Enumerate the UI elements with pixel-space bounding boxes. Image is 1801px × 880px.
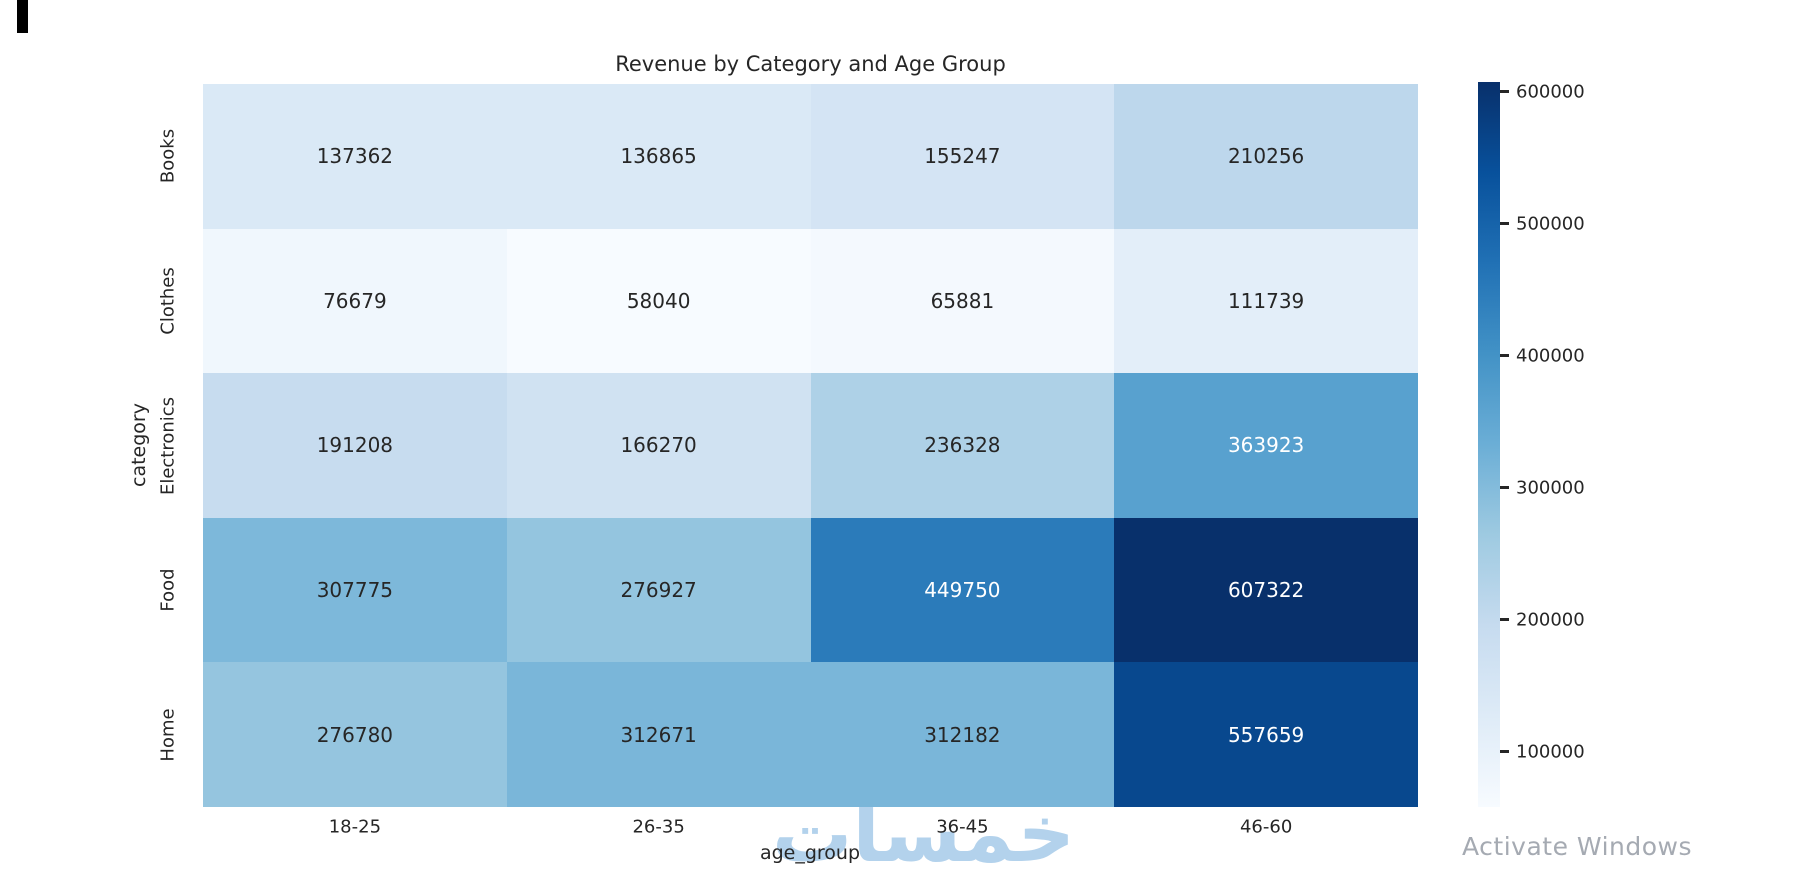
heatmap-cell: 111739 <box>1114 228 1418 374</box>
heatmap-grid: 137362 136865 155247 210256 76679 58040 65881 1… <box>203 84 1418 807</box>
heatmap-cell: 155247 <box>810 84 1115 229</box>
y-tick-label: Electronics <box>157 396 179 495</box>
x-tick-label: 26-35 <box>632 816 685 838</box>
y-tick-label: Books <box>157 129 179 184</box>
heatmap-cell: 76679 <box>203 228 507 374</box>
heatmap-cell: 58040 <box>506 228 811 374</box>
text-cursor <box>17 0 28 33</box>
colorbar-tick-label: 600000 <box>1516 81 1585 103</box>
x-axis-title: age_group <box>759 842 861 864</box>
heatmap-cell: 191208 <box>203 373 507 518</box>
heatmap-cell: 276927 <box>506 517 811 663</box>
activate-windows-watermark: Activate Windows <box>1462 832 1692 861</box>
y-axis-title: category <box>128 403 150 487</box>
heatmap-cell: 65881 <box>810 228 1115 374</box>
colorbar-tick-mark <box>1500 486 1509 490</box>
colorbar-tick-label: 300000 <box>1516 477 1585 499</box>
heatmap-cell: 307775 <box>203 517 507 663</box>
y-tick-label: Food <box>157 568 179 612</box>
heatmap-cell: 137362 <box>203 84 507 229</box>
x-tick-label: 36-45 <box>936 816 989 838</box>
y-tick-label: Clothes <box>157 267 179 335</box>
heatmap-cell: 210256 <box>1114 84 1418 229</box>
heatmap-cell: 312182 <box>810 662 1115 807</box>
heatmap-cell: 236328 <box>810 373 1115 518</box>
heatmap-cell: 557659 <box>1114 662 1418 807</box>
heatmap-cell: 136865 <box>506 84 811 229</box>
colorbar-tick-label: 200000 <box>1516 609 1585 631</box>
colorbar-tick-mark <box>1500 90 1509 94</box>
colorbar-tick-label: 500000 <box>1516 213 1585 235</box>
colorbar-tick-label: 400000 <box>1516 345 1585 367</box>
heatmap-cell: 166270 <box>506 373 811 518</box>
heatmap-cell: 363923 <box>1114 373 1418 518</box>
colorbar-tick-mark <box>1500 354 1509 358</box>
heatmap-cell: 449750 <box>810 517 1115 663</box>
colorbar-tick-mark <box>1500 618 1509 622</box>
colorbar-tick-mark <box>1500 222 1509 226</box>
colorbar <box>1478 82 1500 807</box>
heatmap-cell: 312671 <box>506 662 811 807</box>
y-tick-label: Home <box>157 708 179 762</box>
heatmap-cell: 276780 <box>203 662 507 807</box>
heatmap-cell: 607322 <box>1114 517 1418 663</box>
x-tick-label: 46-60 <box>1239 816 1293 838</box>
chart-title: Revenue by Category and Age Group <box>615 52 1006 76</box>
colorbar-tick-mark <box>1500 750 1509 754</box>
x-tick-label: 18-25 <box>328 816 382 838</box>
colorbar-tick-label: 100000 <box>1516 741 1585 763</box>
